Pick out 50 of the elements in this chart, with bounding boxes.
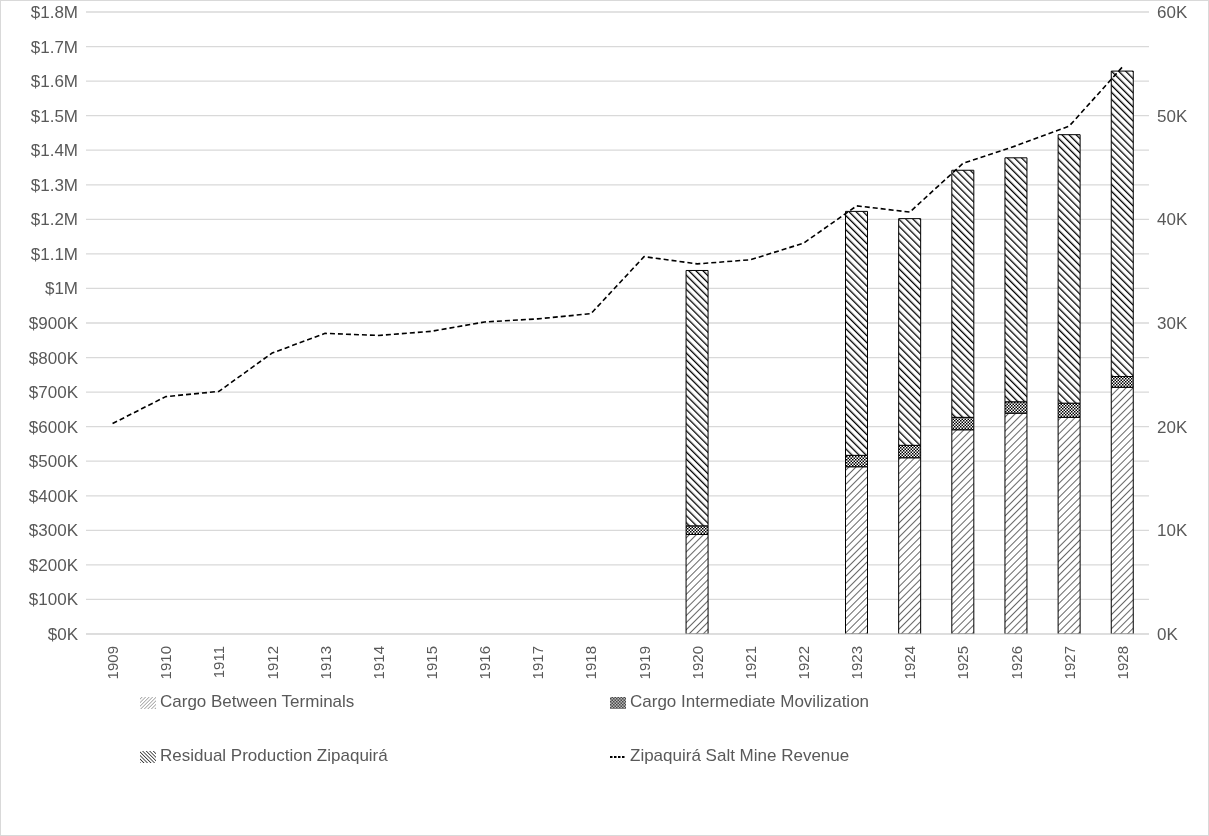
- y-tick-label: $0K: [47, 625, 79, 645]
- y-tick-label: $1M: [44, 279, 78, 299]
- x-tick-label: 1927: [1060, 646, 1078, 680]
- x-tick-label: 1924: [901, 646, 919, 680]
- y-tick-label: $300K: [28, 521, 79, 541]
- y-tick-label: $100K: [28, 590, 79, 610]
- y-tick-label: $1.6M: [30, 72, 78, 92]
- x-tick-label: 1914: [369, 646, 387, 680]
- y-tick-label: $700K: [28, 383, 79, 403]
- y2-tick-label: 10K: [1157, 521, 1188, 541]
- legend-label: Cargo Between Terminals: [160, 692, 355, 711]
- legend-label: Zipaquirá Salt Mine Revenue: [630, 746, 850, 765]
- x-tick-label: 1917: [529, 646, 547, 680]
- x-tick-label: 1911: [210, 646, 228, 679]
- y2-tick-label: 20K: [1157, 417, 1188, 437]
- x-tick-label: 1910: [157, 646, 175, 680]
- y-tick-label: $1.4M: [30, 141, 78, 161]
- y-tick-label: $400K: [28, 486, 79, 506]
- y2-tick-label: 30K: [1157, 314, 1188, 334]
- x-tick-label: 1925: [954, 646, 972, 680]
- y-tick-label: $1.2M: [30, 210, 78, 230]
- x-tick-label: 1915: [422, 646, 440, 680]
- y-tick-label: $900K: [28, 314, 79, 334]
- x-tick-label: 1918: [582, 646, 600, 680]
- legend-label: Residual Production Zipaquirá: [160, 746, 388, 765]
- y-tick-label: $1.3M: [30, 175, 78, 195]
- y2-tick-label: 50K: [1157, 106, 1188, 126]
- x-tick-label: 1922: [795, 646, 813, 680]
- x-tick-label: 1926: [1007, 646, 1025, 680]
- x-tick-label: 1919: [635, 646, 653, 680]
- x-tick-label: 1916: [476, 646, 494, 680]
- x-tick-label: 1913: [316, 646, 334, 680]
- y2-tick-label: 40K: [1157, 210, 1188, 230]
- x-tick-label: 1909: [104, 646, 122, 680]
- x-tick-label: 1912: [263, 646, 281, 680]
- y-tick-label: $500K: [28, 452, 79, 472]
- y2-tick-label: 0K: [1157, 625, 1179, 645]
- x-tick-label: 1920: [688, 646, 706, 680]
- y-tick-label: $1.1M: [30, 244, 78, 264]
- y-tick-label: $1.5M: [30, 106, 78, 126]
- y-tick-label: $200K: [28, 555, 79, 575]
- y-tick-label: $1.8M: [30, 3, 78, 23]
- y-tick-label: $1.7M: [30, 37, 78, 57]
- y-tick-label: $800K: [28, 348, 79, 368]
- legend-label: Cargo Intermediate Movilization: [630, 692, 870, 711]
- x-tick-label: 1921: [741, 646, 759, 680]
- x-tick-label: 1923: [848, 646, 866, 680]
- x-tick-label: 1928: [1113, 646, 1131, 680]
- y-tick-label: $600K: [28, 417, 79, 437]
- y2-tick-label: 60K: [1157, 3, 1188, 23]
